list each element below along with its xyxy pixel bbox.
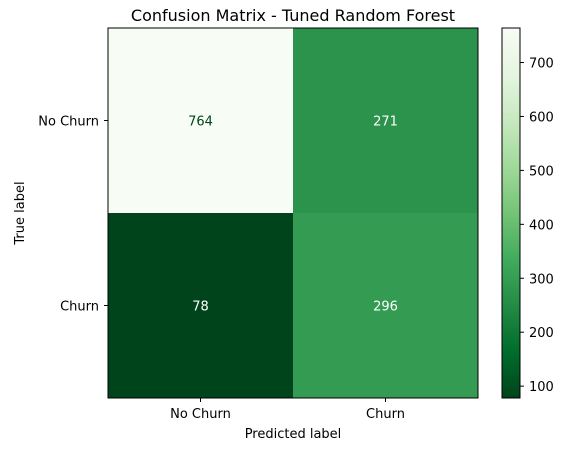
- colorbar-tick-label: 500: [529, 164, 554, 179]
- cell-value-label: 271: [373, 115, 398, 130]
- colorbar-tick-label: 600: [529, 110, 554, 125]
- chart-title: Confusion Matrix - Tuned Random Forest: [131, 6, 455, 25]
- heatmap-cells: 764 271 78 296: [108, 28, 478, 398]
- x-axis-label: Predicted label: [245, 427, 342, 442]
- colorbar-tick-label: 100: [529, 380, 554, 395]
- heatmap-cell: [293, 213, 478, 398]
- heatmap-cell: [108, 28, 293, 213]
- y-tick-label: No Churn: [38, 115, 99, 130]
- x-tick-label: No Churn: [170, 407, 231, 422]
- colorbar-tick-label: 700: [529, 57, 554, 72]
- cell-value-label: 78: [192, 300, 209, 315]
- colorbar: [501, 27, 521, 399]
- cell-value-label: 764: [188, 115, 213, 130]
- x-axis-ticks: No Churn Churn: [170, 398, 405, 422]
- y-axis-ticks: No Churn Churn: [38, 115, 108, 315]
- plot-frame: [107, 27, 479, 399]
- cell-value-label: 296: [373, 300, 398, 315]
- colorbar-ticks: 100 200 300 400 500 600 700: [520, 57, 554, 395]
- heatmap-cell: [108, 213, 293, 398]
- colorbar-tick-label: 200: [529, 326, 554, 341]
- y-axis-label: True label: [13, 181, 28, 245]
- y-tick-label: Churn: [60, 300, 99, 315]
- colorbar-tick-label: 400: [529, 218, 554, 233]
- colorbar-tick-label: 300: [529, 272, 554, 287]
- heatmap-cell: [293, 28, 478, 213]
- x-tick-label: Churn: [366, 407, 405, 422]
